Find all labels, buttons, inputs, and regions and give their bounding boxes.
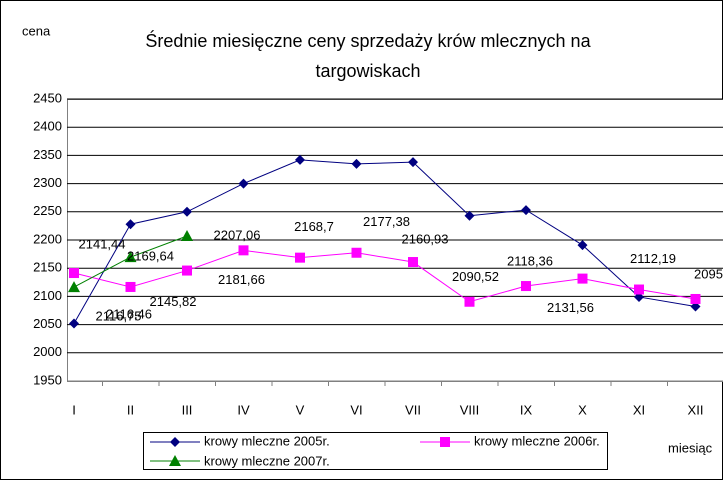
point	[408, 257, 418, 268]
point	[182, 265, 192, 276]
series-line	[73, 159, 696, 324]
point	[408, 157, 418, 168]
legend-marker	[170, 437, 180, 447]
point	[351, 247, 362, 258]
y-tick-label: 2100	[33, 288, 62, 303]
point	[125, 219, 136, 230]
legend-marker	[440, 437, 450, 447]
x-tick-label: XI	[633, 402, 645, 417]
point	[690, 293, 701, 304]
point	[238, 245, 249, 256]
point	[125, 281, 136, 292]
data-label: 2141,44	[79, 236, 126, 251]
point	[69, 268, 79, 279]
data-label: 2145,82	[150, 294, 197, 309]
x-tick-label: XII	[688, 402, 704, 417]
point	[521, 281, 531, 292]
point	[238, 178, 249, 189]
x-axis-label: miesiąc	[668, 440, 713, 455]
data-label: 2181,66	[218, 272, 265, 287]
point	[181, 230, 193, 242]
series-line	[73, 249, 696, 303]
data-label: 2112,19	[630, 251, 676, 266]
x-tick-label: V	[296, 402, 305, 417]
chart-title: Średnie miesięczne ceny sprzedaży krów m…	[145, 30, 591, 51]
x-tick-label: VIII	[460, 402, 480, 417]
x-tick-label: II	[127, 402, 134, 417]
chart-title: targowiskach	[315, 61, 420, 81]
point	[464, 210, 475, 221]
y-tick-label: 2300	[33, 175, 62, 190]
data-label: 2169,64	[127, 249, 174, 264]
legend: krowy mleczne 2005r. krowy mleczne 2006r…	[143, 432, 608, 470]
point	[521, 205, 531, 216]
data-label: 2090,52	[452, 269, 499, 284]
data-label: 2131,56	[547, 300, 594, 315]
point	[577, 240, 588, 251]
x-tick-label: I	[72, 402, 76, 417]
point	[295, 154, 305, 165]
y-tick-label: 2400	[33, 119, 62, 134]
legend-label: krowy mleczne 2005r.	[204, 433, 330, 448]
y-axis-label: cena	[22, 23, 51, 38]
data-label: 2207,06	[214, 227, 261, 242]
y-tick-label: 1950	[33, 372, 62, 387]
point	[295, 252, 305, 263]
data-label: 2168,7	[294, 219, 334, 234]
y-tick-label: 2150	[33, 260, 62, 275]
point	[124, 251, 137, 263]
x-tick-label: IX	[520, 402, 533, 417]
x-tick-label: X	[578, 402, 587, 417]
data-label: 2118,36	[507, 253, 553, 268]
point	[351, 158, 362, 169]
x-tick-label: VI	[350, 402, 362, 417]
data-label: 2095,43	[694, 266, 723, 281]
point	[69, 318, 79, 329]
legend-label: krowy mleczne 2006r.	[474, 433, 600, 448]
y-tick-label: 2200	[33, 231, 62, 246]
data-label: 2116,75	[95, 308, 141, 323]
legend-label: krowy mleczne 2007r.	[204, 453, 330, 468]
point	[577, 273, 588, 284]
y-tick-label: 2350	[33, 147, 62, 162]
x-tick-label: VII	[405, 402, 421, 417]
y-tick-label: 2050	[33, 316, 62, 331]
point	[68, 281, 80, 293]
data-label: 2160,93	[402, 231, 449, 246]
point	[182, 206, 192, 217]
y-tick-label: 2450	[33, 90, 62, 105]
legend-box	[143, 432, 608, 470]
y-tick-label: 2250	[33, 203, 62, 218]
data-label: 2177,38	[363, 214, 410, 229]
data-label: 2116,46	[106, 307, 152, 322]
point	[634, 284, 644, 295]
point	[464, 296, 475, 307]
x-tick-label: III	[182, 402, 193, 417]
y-tick-label: 2000	[33, 344, 62, 359]
point	[690, 301, 701, 312]
legend-marker	[169, 455, 181, 466]
x-tick-label: IV	[237, 402, 250, 417]
